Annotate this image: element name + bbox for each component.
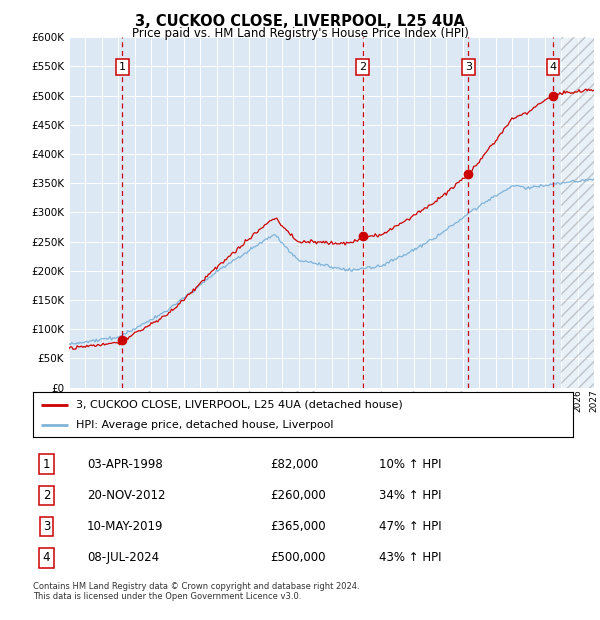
Text: 3: 3 (465, 62, 472, 72)
Text: 4: 4 (43, 551, 50, 564)
Text: 4: 4 (550, 62, 557, 72)
Text: 1: 1 (43, 458, 50, 471)
Text: 34% ↑ HPI: 34% ↑ HPI (379, 489, 441, 502)
Text: £365,000: £365,000 (271, 520, 326, 533)
Text: 1: 1 (119, 62, 126, 72)
Text: Price paid vs. HM Land Registry's House Price Index (HPI): Price paid vs. HM Land Registry's House … (131, 27, 469, 40)
Text: 3, CUCKOO CLOSE, LIVERPOOL, L25 4UA (detached house): 3, CUCKOO CLOSE, LIVERPOOL, L25 4UA (det… (76, 399, 403, 410)
Text: £260,000: £260,000 (271, 489, 326, 502)
Text: 08-JUL-2024: 08-JUL-2024 (87, 551, 159, 564)
Text: 3: 3 (43, 520, 50, 533)
Text: Contains HM Land Registry data © Crown copyright and database right 2024.
This d: Contains HM Land Registry data © Crown c… (33, 582, 359, 601)
Text: 2: 2 (43, 489, 50, 502)
Text: 47% ↑ HPI: 47% ↑ HPI (379, 520, 441, 533)
Text: 10-MAY-2019: 10-MAY-2019 (87, 520, 163, 533)
Text: £82,000: £82,000 (271, 458, 319, 471)
Text: HPI: Average price, detached house, Liverpool: HPI: Average price, detached house, Live… (76, 420, 334, 430)
Text: 10% ↑ HPI: 10% ↑ HPI (379, 458, 441, 471)
Text: 3, CUCKOO CLOSE, LIVERPOOL, L25 4UA: 3, CUCKOO CLOSE, LIVERPOOL, L25 4UA (135, 14, 465, 29)
Bar (561, 37, 594, 387)
Text: 43% ↑ HPI: 43% ↑ HPI (379, 551, 441, 564)
Text: 03-APR-1998: 03-APR-1998 (87, 458, 163, 471)
Text: £500,000: £500,000 (271, 551, 326, 564)
Text: 2: 2 (359, 62, 366, 72)
Bar (561, 37, 594, 387)
Text: 20-NOV-2012: 20-NOV-2012 (87, 489, 166, 502)
